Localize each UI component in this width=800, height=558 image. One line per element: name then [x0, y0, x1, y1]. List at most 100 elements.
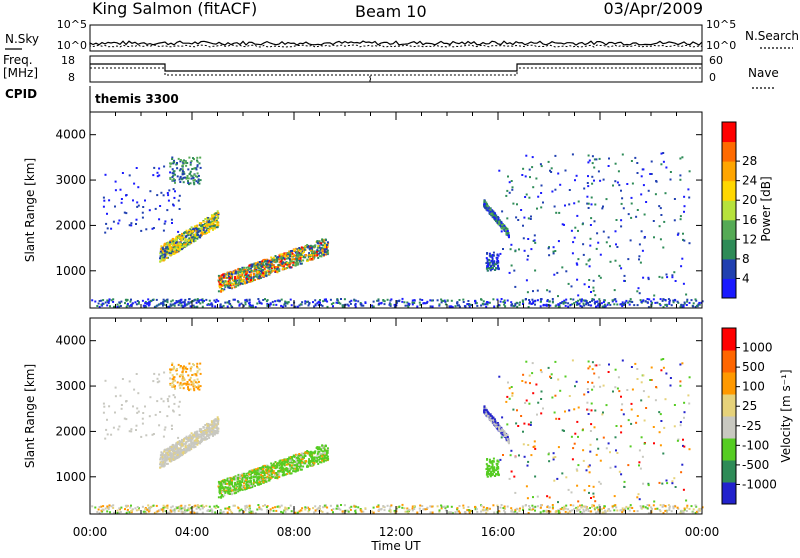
power-echo: [600, 277, 602, 279]
power-echo: [191, 237, 193, 239]
power-echo: [117, 304, 119, 306]
power-echo: [140, 230, 142, 232]
power-echo: [137, 186, 139, 188]
velocity-echo: [290, 505, 292, 507]
power-echo: [482, 303, 484, 305]
power-echo: [546, 289, 548, 291]
site-title: King Salmon (fitACF): [92, 0, 257, 18]
power-echo: [576, 215, 578, 217]
velocity-echo: [196, 512, 198, 514]
noise-left-tick-bottom: 10^0: [57, 39, 87, 52]
power-echo: [517, 219, 519, 221]
velocity-echo: [159, 463, 161, 465]
power-echo: [603, 231, 605, 233]
velocity-echo: [459, 512, 461, 514]
velocity-echo: [206, 438, 208, 440]
power-echo: [130, 304, 132, 306]
power-echo: [169, 254, 171, 256]
power-echo: [143, 305, 145, 307]
power-echo: [689, 242, 691, 244]
power-echo: [276, 271, 278, 273]
power-echo: [268, 273, 270, 275]
power-echo: [549, 170, 551, 172]
velocity-echo: [181, 511, 183, 513]
velocity-echo: [501, 504, 503, 506]
power-echo: [490, 209, 492, 211]
power-echo: [256, 303, 258, 305]
power-echo: [197, 234, 199, 236]
power-echo: [590, 217, 592, 219]
velocity-echo: [647, 507, 649, 509]
power-echo: [166, 257, 168, 259]
velocity-echo: [142, 506, 144, 508]
velocity-echo: [348, 511, 350, 513]
power-echo: [578, 201, 580, 203]
velocity-echo: [218, 481, 220, 483]
power-echo: [683, 305, 685, 307]
power-echo: [187, 175, 189, 177]
power-echo: [185, 236, 187, 238]
velocity-echo: [549, 511, 551, 513]
velocity-echo: [631, 507, 633, 509]
power-echo: [322, 241, 324, 243]
power-echo: [527, 255, 529, 257]
power-echo: [295, 265, 297, 267]
power-echo: [159, 205, 161, 207]
power-echo: [136, 303, 138, 305]
power-echo: [179, 181, 181, 183]
power-echo: [332, 302, 334, 304]
velocity-echo: [144, 508, 146, 510]
power-echo: [588, 279, 590, 281]
power-echo: [326, 251, 328, 253]
power-echo: [553, 274, 555, 276]
velocity-echo: [238, 507, 240, 509]
power-echo: [182, 161, 184, 163]
power-echo: [231, 287, 233, 289]
velocity-echo: [565, 505, 567, 507]
power-echo: [534, 270, 536, 272]
power-echo: [672, 300, 674, 302]
power-echo: [167, 299, 169, 301]
power-echo: [145, 228, 147, 230]
power-echo: [291, 304, 293, 306]
power-echo: [573, 302, 575, 304]
velocity-echo: [516, 508, 518, 510]
power-echo: [94, 301, 96, 303]
power-echo: [172, 252, 174, 254]
power-echo: [582, 223, 584, 225]
power-echo: [181, 301, 183, 303]
power-echo: [325, 239, 327, 241]
velocity-echo: [153, 505, 155, 507]
power-echo: [181, 248, 183, 250]
power-echo: [559, 184, 561, 186]
power-echo: [574, 227, 576, 229]
power-echo: [260, 273, 262, 275]
power-echo: [635, 216, 637, 218]
velocity-echo: [378, 506, 380, 508]
power-echo: [221, 278, 223, 280]
velocity-echo: [250, 511, 252, 513]
power-echo: [639, 292, 641, 294]
power-echo: [583, 305, 585, 307]
power-echo: [683, 283, 685, 285]
power-echo: [174, 182, 176, 184]
power-echo: [515, 216, 517, 218]
noise-sky-label: N.Sky: [5, 32, 39, 46]
power-echo: [160, 251, 162, 253]
power-echo: [664, 299, 666, 301]
noise-search-trace: [90, 45, 702, 47]
power-echo: [589, 160, 591, 162]
velocity-echo: [672, 506, 674, 508]
power-echo: [273, 257, 275, 259]
power-echo: [129, 301, 131, 303]
power-echo: [238, 301, 240, 303]
velocity-echo: [338, 508, 340, 510]
velocity-echo: [555, 511, 557, 513]
velocity-echo: [197, 504, 199, 506]
power-echo: [286, 258, 288, 260]
velocity-echo: [96, 511, 98, 513]
velocity-echo: [270, 508, 272, 510]
power-echo: [642, 299, 644, 301]
velocity-echo: [373, 512, 375, 514]
power-echo: [210, 223, 212, 225]
